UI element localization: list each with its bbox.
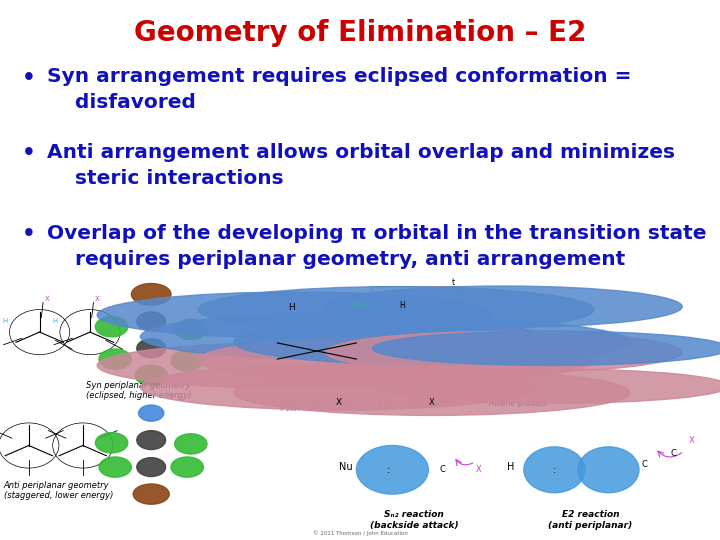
Text: C: C [440, 465, 446, 474]
Ellipse shape [171, 457, 204, 477]
Text: Base:: Base: [351, 302, 371, 308]
Text: H: H [288, 303, 295, 312]
Ellipse shape [137, 312, 166, 330]
Ellipse shape [198, 287, 594, 333]
Text: H: H [400, 301, 405, 309]
Ellipse shape [372, 369, 720, 403]
Text: C: C [642, 460, 647, 469]
Ellipse shape [523, 447, 585, 492]
Ellipse shape [135, 365, 167, 386]
Text: Alkene product: Alkene product [490, 399, 547, 408]
Text: Geometry of Elimination – E2: Geometry of Elimination – E2 [134, 19, 586, 47]
Ellipse shape [175, 434, 207, 454]
Ellipse shape [97, 292, 493, 338]
Text: Syn arrangement requires eclipsed conformation =
    disfavored: Syn arrangement requires eclipsed confor… [47, 68, 631, 112]
Ellipse shape [99, 349, 131, 369]
Text: Nu: Nu [339, 462, 353, 472]
Ellipse shape [198, 337, 594, 383]
Ellipse shape [138, 405, 163, 421]
Ellipse shape [234, 319, 630, 365]
Ellipse shape [95, 433, 128, 453]
Text: Syn periplanar geometry
(eclipsed, higher energy): Syn periplanar geometry (eclipsed, highe… [86, 381, 192, 400]
Text: © 2007 Thomson Higher Education: © 2007 Thomson Higher Education [279, 406, 377, 411]
Text: •: • [22, 224, 35, 244]
Ellipse shape [137, 339, 166, 357]
Ellipse shape [325, 332, 682, 373]
Text: C: C [670, 449, 676, 458]
Ellipse shape [137, 431, 166, 449]
Text: © 2011 Thomson / John Education: © 2011 Thomson / John Education [312, 530, 408, 536]
Ellipse shape [137, 457, 166, 476]
FancyBboxPatch shape [0, 294, 720, 540]
Text: Sₙ₂ reaction
(backside attack): Sₙ₂ reaction (backside attack) [369, 510, 459, 530]
Ellipse shape [171, 350, 204, 371]
Ellipse shape [356, 446, 428, 494]
Text: t: t [452, 278, 455, 287]
Text: •: • [22, 68, 35, 87]
Ellipse shape [325, 286, 682, 327]
Ellipse shape [99, 457, 131, 477]
Ellipse shape [372, 331, 720, 366]
Ellipse shape [131, 284, 171, 305]
Text: X: X [336, 398, 341, 407]
Ellipse shape [140, 314, 536, 360]
Text: Anti transition state: Anti transition state [378, 399, 454, 408]
Text: H: H [2, 318, 7, 325]
Ellipse shape [140, 364, 536, 410]
Ellipse shape [234, 369, 630, 415]
Text: Anti periplanar geometry
(staggered, lower energy): Anti periplanar geometry (staggered, low… [4, 481, 113, 500]
Text: X: X [95, 296, 99, 302]
Text: Anti arrangement allows orbital overlap and minimizes
    steric interactions: Anti arrangement allows orbital overlap … [47, 143, 675, 188]
Ellipse shape [97, 342, 493, 388]
Text: •: • [22, 143, 35, 163]
Ellipse shape [175, 319, 207, 340]
Text: X: X [688, 436, 694, 444]
Text: X: X [429, 398, 435, 407]
Text: X: X [476, 465, 482, 474]
Text: :: : [387, 465, 390, 475]
Text: :: : [553, 465, 556, 475]
Text: H: H [508, 462, 515, 472]
Text: X: X [45, 296, 49, 302]
Text: E2 reaction
(anti periplanar): E2 reaction (anti periplanar) [548, 510, 633, 530]
Ellipse shape [133, 484, 169, 504]
Text: Overlap of the developing π orbital in the transition state
    requires peripla: Overlap of the developing π orbital in t… [47, 224, 706, 269]
Ellipse shape [577, 447, 639, 492]
Ellipse shape [95, 316, 128, 337]
Text: H: H [53, 318, 58, 325]
Text: Anti periplanar reactant: Anti periplanar reactant [282, 399, 374, 408]
